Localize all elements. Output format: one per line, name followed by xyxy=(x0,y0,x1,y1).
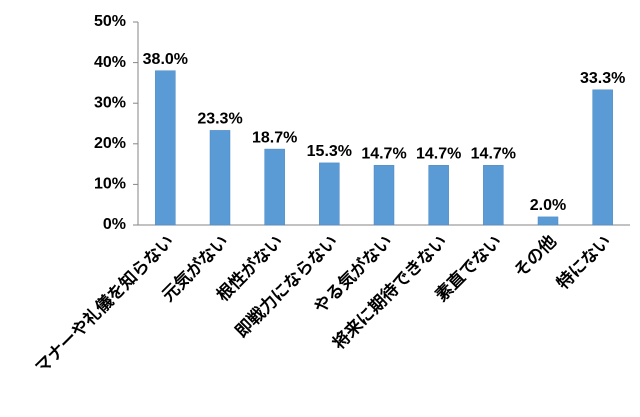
bar xyxy=(155,70,176,226)
value-label: 15.3% xyxy=(307,143,352,160)
bar xyxy=(592,89,613,226)
y-tick-label: 10% xyxy=(94,176,126,193)
x-tick-label: 即戦力にならない xyxy=(231,231,341,341)
y-tick-label: 50% xyxy=(94,13,126,30)
value-label: 38.0% xyxy=(143,51,188,68)
y-tick-label: 40% xyxy=(94,54,126,71)
bar xyxy=(373,165,395,226)
bar xyxy=(319,162,340,226)
value-label: 14.7% xyxy=(416,146,461,163)
value-label: 14.7% xyxy=(361,146,406,163)
value-label: 23.3% xyxy=(197,111,242,128)
x-tick-label: 特にない xyxy=(552,231,614,293)
y-tick-label: 0% xyxy=(103,216,126,233)
bar xyxy=(483,165,504,226)
bar xyxy=(209,130,231,226)
bar xyxy=(264,148,285,226)
bar xyxy=(537,216,559,226)
value-label: 2.0% xyxy=(530,197,566,214)
bar xyxy=(428,165,449,226)
x-tick-label: マナーや礼儀を知らない xyxy=(31,231,177,377)
value-label: 18.7% xyxy=(252,129,297,146)
y-tick-label: 20% xyxy=(94,135,126,152)
x-tick-label: その他 xyxy=(510,231,560,281)
value-label: 14.7% xyxy=(471,146,516,163)
value-label: 33.3% xyxy=(580,70,625,87)
y-tick-label: 30% xyxy=(94,94,126,111)
